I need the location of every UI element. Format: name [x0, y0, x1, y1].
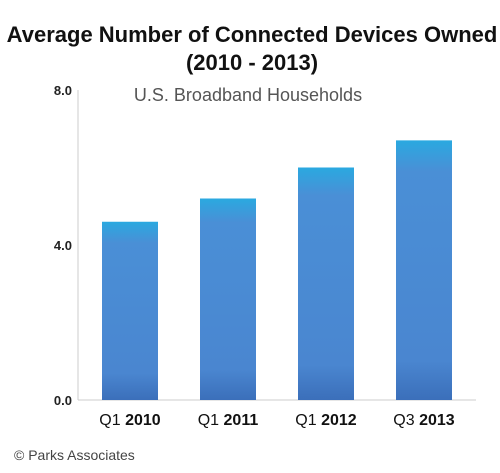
x-tick-label: Q1 2011: [198, 412, 259, 429]
chart-title-years: (2010 - 2013): [186, 50, 318, 75]
bars: [102, 140, 452, 400]
bar: [298, 167, 354, 400]
bar: [102, 221, 158, 400]
source-credit: © Parks Associates: [14, 447, 135, 463]
x-tick-labels: Q1 2010 Q1 2011 Q1 2012 Q3 2013: [99, 412, 454, 429]
y-tick-labels: 0.0 4.0 8.0: [54, 83, 72, 408]
y-tick-label: 4.0: [54, 238, 72, 253]
x-tick-label: Q1 2012: [295, 412, 356, 429]
x-tick-label: Q3 2013: [393, 412, 454, 429]
x-tick-label: Q1 2010: [99, 412, 160, 429]
chart-title: Average Number of Connected Devices Owne…: [7, 22, 498, 47]
y-tick-label: 8.0: [54, 83, 72, 98]
bar: [396, 140, 452, 400]
chart-subtitle: U.S. Broadband Households: [134, 85, 362, 105]
y-tick-label: 0.0: [54, 393, 72, 408]
bar: [200, 198, 256, 400]
